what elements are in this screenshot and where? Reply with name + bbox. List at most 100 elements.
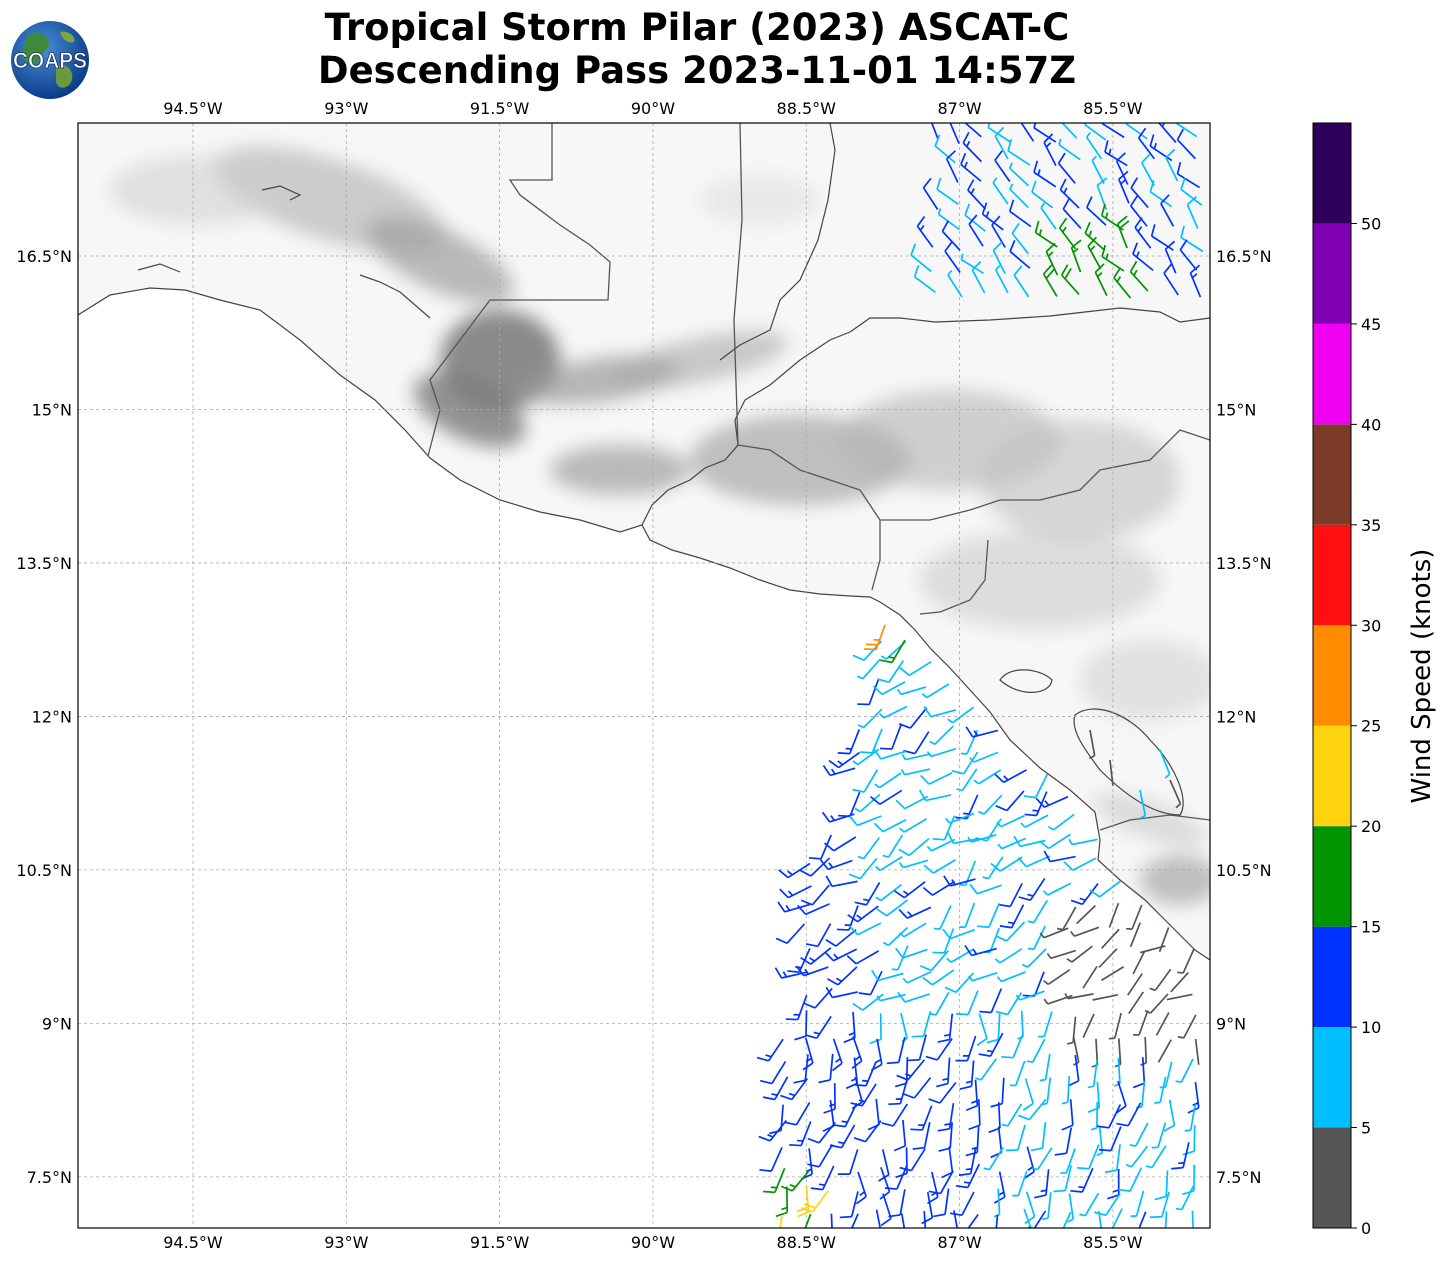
wind-barb xyxy=(1046,949,1076,960)
lat-tick-label-right: 10.5°N xyxy=(1216,861,1272,880)
wind-barb xyxy=(1009,183,1029,209)
wind-barb xyxy=(899,660,932,677)
lat-tick-label-left: 7.5°N xyxy=(27,1168,72,1187)
wind-barb xyxy=(1007,139,1031,166)
wind-barb xyxy=(1179,239,1198,271)
wind-barb xyxy=(1038,833,1071,850)
wind-barb xyxy=(1005,1124,1026,1152)
wind-barb xyxy=(973,769,1002,785)
wind-barb xyxy=(960,253,984,275)
wind-barb xyxy=(894,881,926,899)
wind-barb xyxy=(1145,1145,1167,1169)
wind-barb xyxy=(1024,1191,1036,1225)
colorbar-tick-label: 15 xyxy=(1361,918,1381,937)
wind-barb xyxy=(799,857,831,877)
wind-barb xyxy=(1163,263,1179,296)
wind-barb xyxy=(921,683,950,699)
wind-barb xyxy=(1082,1013,1095,1038)
wind-barb xyxy=(971,260,986,294)
colorbar-bin xyxy=(1313,1027,1351,1128)
wind-barb xyxy=(1070,239,1082,273)
wind-barb xyxy=(1064,992,1094,1000)
wind-barb xyxy=(1182,1164,1196,1196)
wind-barb xyxy=(994,769,1027,784)
colorbar-bin xyxy=(1313,625,1351,726)
wind-barb xyxy=(759,1147,783,1172)
colorbar-tick-label: 0 xyxy=(1361,1219,1371,1238)
wind-barb xyxy=(827,966,858,986)
wind-barb xyxy=(797,903,830,916)
wind-barb xyxy=(967,179,987,210)
wind-barb xyxy=(824,948,858,962)
wind-barb xyxy=(995,921,1026,942)
wind-barb xyxy=(1082,965,1098,989)
wind-barb xyxy=(1118,170,1130,204)
wind-barb xyxy=(1067,1054,1080,1087)
wind-barb xyxy=(1009,240,1031,269)
wind-barb xyxy=(900,1213,906,1228)
wind-barb xyxy=(928,1081,957,1104)
wind-barb xyxy=(864,624,886,651)
wind-barb xyxy=(1180,225,1204,253)
wind-barb xyxy=(851,1036,863,1069)
wind-barb xyxy=(1060,264,1080,296)
wind-barb xyxy=(881,1103,908,1127)
wind-barb xyxy=(1023,773,1049,799)
wind-barb xyxy=(807,1144,834,1168)
wind-barb xyxy=(1151,1122,1167,1149)
wind-barb xyxy=(1085,131,1103,160)
wind-barb xyxy=(875,1209,882,1228)
wind-barb xyxy=(1132,1010,1149,1036)
wind-barb xyxy=(1170,971,1189,993)
lon-tick-label-top: 91.5°W xyxy=(470,99,530,118)
wind-barb xyxy=(996,814,1025,828)
wind-barb xyxy=(990,1077,1005,1108)
lat-tick-label-right: 9°N xyxy=(1216,1014,1246,1033)
wind-barb xyxy=(1164,240,1177,274)
wind-barb xyxy=(1060,1148,1076,1174)
wind-barb xyxy=(795,965,829,977)
wind-barb xyxy=(836,905,859,931)
colorbar-bin xyxy=(1313,424,1351,525)
wind-barb xyxy=(777,901,810,913)
wind-barb xyxy=(1100,928,1120,950)
wind-barb xyxy=(910,1105,933,1131)
wind-barb xyxy=(996,971,1026,983)
wind-barb xyxy=(1164,1211,1168,1228)
wind-barb xyxy=(994,948,1023,964)
wind-barb xyxy=(1057,152,1076,184)
wind-barb xyxy=(805,923,832,948)
wind-barb xyxy=(1098,1126,1122,1152)
wind-barb xyxy=(920,950,949,972)
wind-barb xyxy=(847,905,879,923)
wind-barb xyxy=(875,884,902,902)
wind-barb xyxy=(1070,1167,1094,1193)
wind-barb xyxy=(976,1013,988,1047)
wind-barb xyxy=(898,837,930,857)
wind-barb xyxy=(823,1083,836,1114)
wind-barb xyxy=(1089,880,1121,898)
wind-barb xyxy=(784,1102,811,1126)
wind-barb xyxy=(1039,1053,1051,1082)
wind-barb xyxy=(886,1036,906,1065)
wind-barb xyxy=(1108,902,1120,928)
wind-barb xyxy=(1101,966,1125,982)
wind-barb xyxy=(975,1058,997,1081)
wind-barb xyxy=(1094,1193,1121,1217)
wind-barb xyxy=(901,753,931,761)
wind-barb xyxy=(994,126,1009,160)
wind-barb xyxy=(1043,994,1073,1005)
wind-barb xyxy=(848,857,878,880)
wind-barb xyxy=(1139,789,1147,820)
wind-barb xyxy=(922,880,955,896)
wind-barb xyxy=(1058,138,1081,161)
wind-barb xyxy=(1134,217,1152,249)
colorbar-tick-label: 35 xyxy=(1361,516,1381,535)
wind-barb xyxy=(1127,973,1143,996)
wind-barb xyxy=(990,856,1023,872)
wind-barb xyxy=(1177,1014,1197,1039)
wind-barb xyxy=(921,1192,934,1225)
wind-barb xyxy=(995,992,1023,1016)
wind-barb xyxy=(944,241,961,273)
wind-barb xyxy=(896,1059,926,1081)
